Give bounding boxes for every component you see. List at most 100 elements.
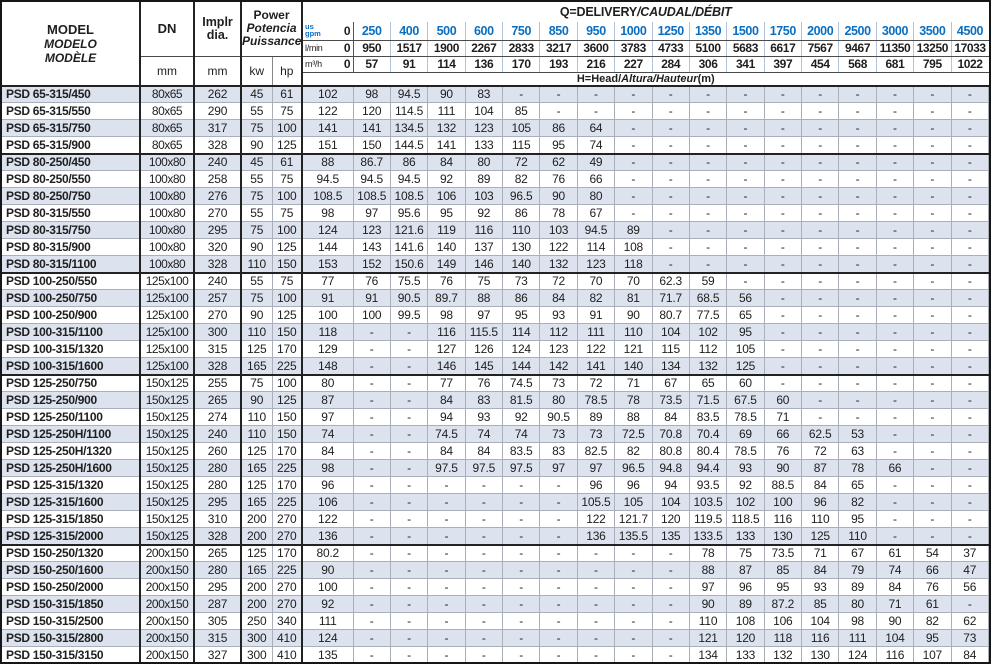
flow-value-header-cell: 750 (501, 22, 540, 41)
head-value-cell: 108 (614, 238, 653, 256)
hp-cell: 170 (271, 340, 303, 358)
kw-cell: 90 (240, 391, 273, 409)
table-row: PSD 150-250/1320 200x150 265 125 170 80.2- - - -… (2, 544, 989, 562)
flow-value-header-cell: 3217 (539, 40, 578, 57)
head-value-cell: 115 (651, 340, 690, 358)
head-value-cell: - (950, 527, 989, 546)
head-value-cell: - (651, 612, 690, 630)
head-value-cell: - (651, 544, 690, 562)
table-row: PSD 80-315/750 100x80 295 75 100 124 123 121.6 1… (2, 221, 989, 239)
head-value-cell: - (913, 527, 952, 546)
head-value-cell: 56 (950, 578, 989, 596)
head-value-cell: 88.5 (763, 476, 803, 494)
head-value-cell: - (389, 391, 429, 409)
head-value-cell: 141 (301, 119, 354, 137)
head-value-cell: - (763, 255, 803, 274)
head-value-cell: - (389, 408, 429, 426)
head-value-cell: - (913, 238, 952, 256)
kw-cell: 125 (240, 544, 273, 562)
head-value-cell: 122 (576, 340, 616, 358)
head-value-cell: 74 (875, 561, 915, 579)
head-value-cell: - (389, 595, 429, 613)
head-value-cell: 90 (763, 459, 803, 477)
head-value-cell: 60 (763, 391, 803, 409)
head-value-cell: - (950, 595, 989, 613)
head-value-cell: - (763, 136, 803, 155)
head-value-cell: 151 (301, 136, 354, 155)
head-value-cell: 70 (614, 272, 653, 290)
head-value-cell: 72 (501, 153, 541, 171)
head-value-cell: - (576, 544, 616, 562)
kw-cell: 90 (240, 238, 273, 256)
dn-cell: 150x125 (139, 442, 195, 460)
head-value-cell: - (875, 476, 915, 494)
head-value-cell: 74.5 (427, 425, 466, 443)
head-value-cell: 81.5 (501, 391, 541, 409)
hp-cell: 75 (271, 170, 303, 188)
head-value-cell: - (913, 289, 952, 307)
head-value-cell: 84 (875, 578, 915, 596)
flow-value-header-cell: 1750 (763, 22, 802, 41)
head-value-cell: 67.5 (726, 391, 765, 409)
head-value-cell: - (950, 221, 989, 239)
head-value-cell: 84 (800, 476, 840, 494)
head-value-cell: - (950, 374, 989, 392)
head-value-cell: 116 (427, 323, 466, 341)
head-value-cell: - (389, 612, 429, 630)
head-value-cell: - (688, 187, 728, 205)
head-value-cell: 86 (501, 289, 541, 307)
impeller-dia-cell: 305 (193, 612, 242, 630)
head-value-cell: 97 (539, 459, 578, 477)
head-value-cell: - (875, 136, 915, 155)
head-value-cell: - (614, 578, 653, 596)
head-value-cell: - (389, 646, 429, 662)
head-value-cell: - (763, 119, 803, 137)
impeller-dia-cell: 295 (193, 493, 242, 511)
kw-cell: 110 (240, 408, 273, 426)
head-value-cell: - (688, 136, 728, 155)
head-value-cell: 144.5 (389, 136, 429, 155)
head-value-cell: 120 (352, 102, 391, 120)
head-value-cell: 87.2 (763, 595, 803, 613)
flow-value-header-cell: 454 (800, 56, 839, 73)
head-value-cell: 97 (576, 459, 616, 477)
head-value-cell: - (726, 102, 765, 120)
head-value-cell: 100 (763, 493, 803, 511)
head-value-cell: 74 (464, 425, 504, 443)
head-value-cell: 133 (726, 527, 765, 546)
head-value-cell: 118 (763, 629, 803, 647)
head-value-cell: - (913, 306, 952, 324)
model-cell: PSD 80-315/900 (2, 238, 141, 256)
head-value-cell: 104 (464, 102, 504, 120)
head-value-cell: 80.4 (688, 442, 728, 460)
head-value-cell: 65 (688, 374, 728, 392)
dn-cell: 100x80 (139, 204, 195, 222)
head-value-cell: 106 (763, 612, 803, 630)
hp-unit: hp (271, 55, 303, 86)
head-value-cell: 141 (576, 357, 616, 376)
head-value-cell: - (539, 527, 578, 546)
flow-value-header-cell: 681 (875, 56, 914, 73)
head-value-cell: - (800, 289, 840, 307)
flow-value-header-cell: 950 (576, 22, 615, 41)
head-value-cell: - (352, 476, 391, 494)
head-value-cell: - (688, 84, 728, 103)
head-value-cell: 144 (501, 357, 541, 376)
kw-cell: 75 (240, 221, 273, 239)
head-value-cell: - (427, 510, 466, 528)
head-value-cell: - (875, 323, 915, 341)
model-cell: PSD 125-315/1850 (2, 510, 141, 528)
head-value-cell: - (352, 442, 391, 460)
head-value-cell: 130 (763, 527, 803, 546)
model-cell: PSD 80-250/450 (2, 153, 141, 171)
kw-cell: 110 (240, 425, 273, 443)
head-value-cell: - (651, 187, 690, 205)
head-value-cell: 80 (539, 391, 578, 409)
head-value-cell: 94.8 (651, 459, 690, 477)
head-value-cell: - (913, 153, 952, 171)
head-value-cell: 97 (352, 204, 391, 222)
head-value-cell: - (875, 340, 915, 358)
head-value-cell: - (352, 612, 391, 630)
head-value-cell: 115.5 (464, 323, 504, 341)
head-value-cell: 67 (838, 544, 877, 562)
